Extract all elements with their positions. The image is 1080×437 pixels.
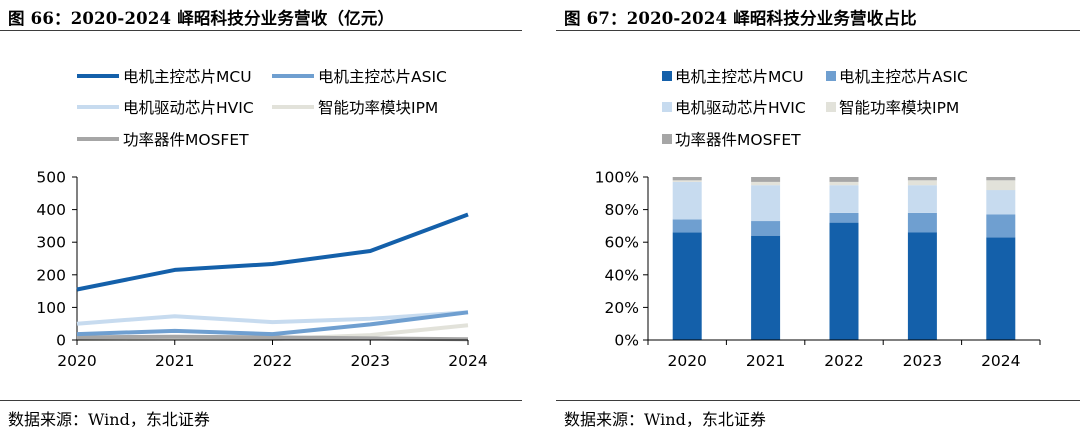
- bar-segment-ipm-2021: [751, 181, 781, 186]
- legend-swatch-hvic: [662, 102, 672, 112]
- x-tick-label: 2020: [57, 352, 96, 370]
- bar-segment-mosfet-2021: [751, 177, 781, 182]
- legend-swatch-ipm: [826, 102, 836, 112]
- y-tick-label: 400: [36, 201, 66, 219]
- figure-66-source: 数据来源：Wind，东北证券: [8, 410, 210, 429]
- source-divider: [0, 400, 522, 401]
- x-tick-label: 2021: [746, 352, 785, 370]
- bar-segment-asic-2021: [751, 221, 781, 236]
- y-tick-label: 40%: [605, 266, 639, 284]
- series-line-mcu: [76, 212, 469, 292]
- x-tick-label: 2023: [903, 352, 942, 370]
- legend-swatch-asic: [826, 71, 836, 81]
- series-line-hvic: [76, 310, 469, 326]
- series-line-mosfet: [76, 334, 469, 342]
- bar-segment-mcu-2023: [907, 232, 937, 340]
- legend-label-ipm: 智能功率模块IPM: [318, 99, 438, 117]
- y-tick-label: 0%: [614, 332, 639, 350]
- legend-label-mcu: 电机主控芯片MCU: [675, 68, 804, 86]
- bar-segment-asic-2024: [986, 214, 1016, 238]
- x-tick-label: 2022: [824, 352, 863, 370]
- bar-segment-asic-2020: [672, 219, 702, 233]
- legend-label-mosfet: 功率器件MOSFET: [675, 131, 801, 149]
- bar-segment-hvic-2020: [672, 181, 702, 220]
- bar-segment-mcu-2021: [751, 235, 781, 340]
- legend-label-mcu: 电机主控芯片MCU: [123, 68, 252, 86]
- revenue-share-stacked-bar-chart: 电机主控芯片MCU 电机主控芯片ASIC 电机驱动芯片HVIC 智能功率模块IPM 功率…: [595, 68, 1041, 370]
- legend-label-hvic: 电机驱动芯片HVIC: [123, 99, 254, 117]
- revenue-share-panel: 图 67：2020-2024 峄昭科技分业务营收占比 电机主控芯片MCU 电机主控…: [556, 0, 1080, 437]
- bar-segment-asic-2022: [829, 212, 859, 223]
- y-tick-label: 20%: [605, 299, 639, 317]
- y-tick-label: 100%: [595, 169, 639, 187]
- bar-segment-asic-2023: [907, 212, 937, 233]
- title-divider: [0, 30, 522, 31]
- revenue-line-panel: 图 66：2020-2024 峄昭科技分业务营收（亿元） 电机主控芯片MCU 电机…: [0, 0, 522, 437]
- legend-label-asic: 电机主控芯片ASIC: [318, 68, 447, 86]
- y-tick-label: 200: [36, 266, 66, 284]
- series-line-asic: [76, 310, 469, 337]
- bar-segment-mosfet-2020: [672, 177, 702, 181]
- bar-segment-hvic-2023: [907, 185, 937, 213]
- bar-segment-mosfet-2022: [829, 177, 859, 182]
- x-tick-label: 2023: [351, 352, 390, 370]
- bar-segment-mcu-2022: [829, 222, 859, 340]
- legend-label-mosfet: 功率器件MOSFET: [123, 131, 249, 149]
- bar-segment-mcu-2020: [672, 232, 702, 340]
- figure-66-title: 图 66：2020-2024 峄昭科技分业务营收（亿元）: [8, 9, 395, 28]
- bar-segment-hvic-2024: [986, 190, 1016, 215]
- bar-segment-hvic-2022: [829, 185, 859, 213]
- bar-segment-ipm-2022: [829, 181, 859, 186]
- bar-segment-ipm-2020: [672, 180, 702, 182]
- x-tick-label: 2022: [253, 352, 292, 370]
- y-tick-label: 60%: [605, 234, 639, 252]
- y-tick-label: 0: [56, 332, 66, 350]
- y-tick-label: 100: [36, 299, 66, 317]
- bar-segment-ipm-2023: [907, 180, 937, 186]
- legend-label-asic: 电机主控芯片ASIC: [839, 68, 968, 86]
- legend-label-ipm: 智能功率模块IPM: [839, 99, 959, 117]
- y-tick-label: 500: [36, 169, 66, 187]
- bar-segment-hvic-2021: [751, 185, 781, 222]
- x-tick-label: 2021: [155, 352, 194, 370]
- bar-segment-mcu-2024: [986, 237, 1016, 340]
- figure-67-source: 数据来源：Wind，东北证券: [564, 410, 766, 429]
- legend-swatch-mcu: [662, 71, 672, 81]
- revenue-line-chart: 电机主控芯片MCU 电机主控芯片ASIC 电机驱动芯片HVIC 智能功率模块IPM 功率…: [36, 68, 487, 370]
- y-tick-label: 80%: [605, 201, 639, 219]
- source-divider: [556, 400, 1080, 401]
- x-tick-label: 2024: [448, 352, 487, 370]
- bar-segment-mosfet-2024: [986, 177, 1016, 181]
- title-divider: [556, 30, 1080, 31]
- bar-segment-ipm-2024: [986, 180, 1016, 191]
- legend-label-hvic: 电机驱动芯片HVIC: [675, 99, 806, 117]
- bar-segment-mosfet-2023: [907, 177, 937, 181]
- legend-swatch-mosfet: [662, 134, 672, 144]
- y-tick-label: 300: [36, 234, 66, 252]
- x-tick-label: 2024: [981, 352, 1020, 370]
- x-tick-label: 2020: [667, 352, 706, 370]
- figure-67-title: 图 67：2020-2024 峄昭科技分业务营收占比: [564, 9, 917, 28]
